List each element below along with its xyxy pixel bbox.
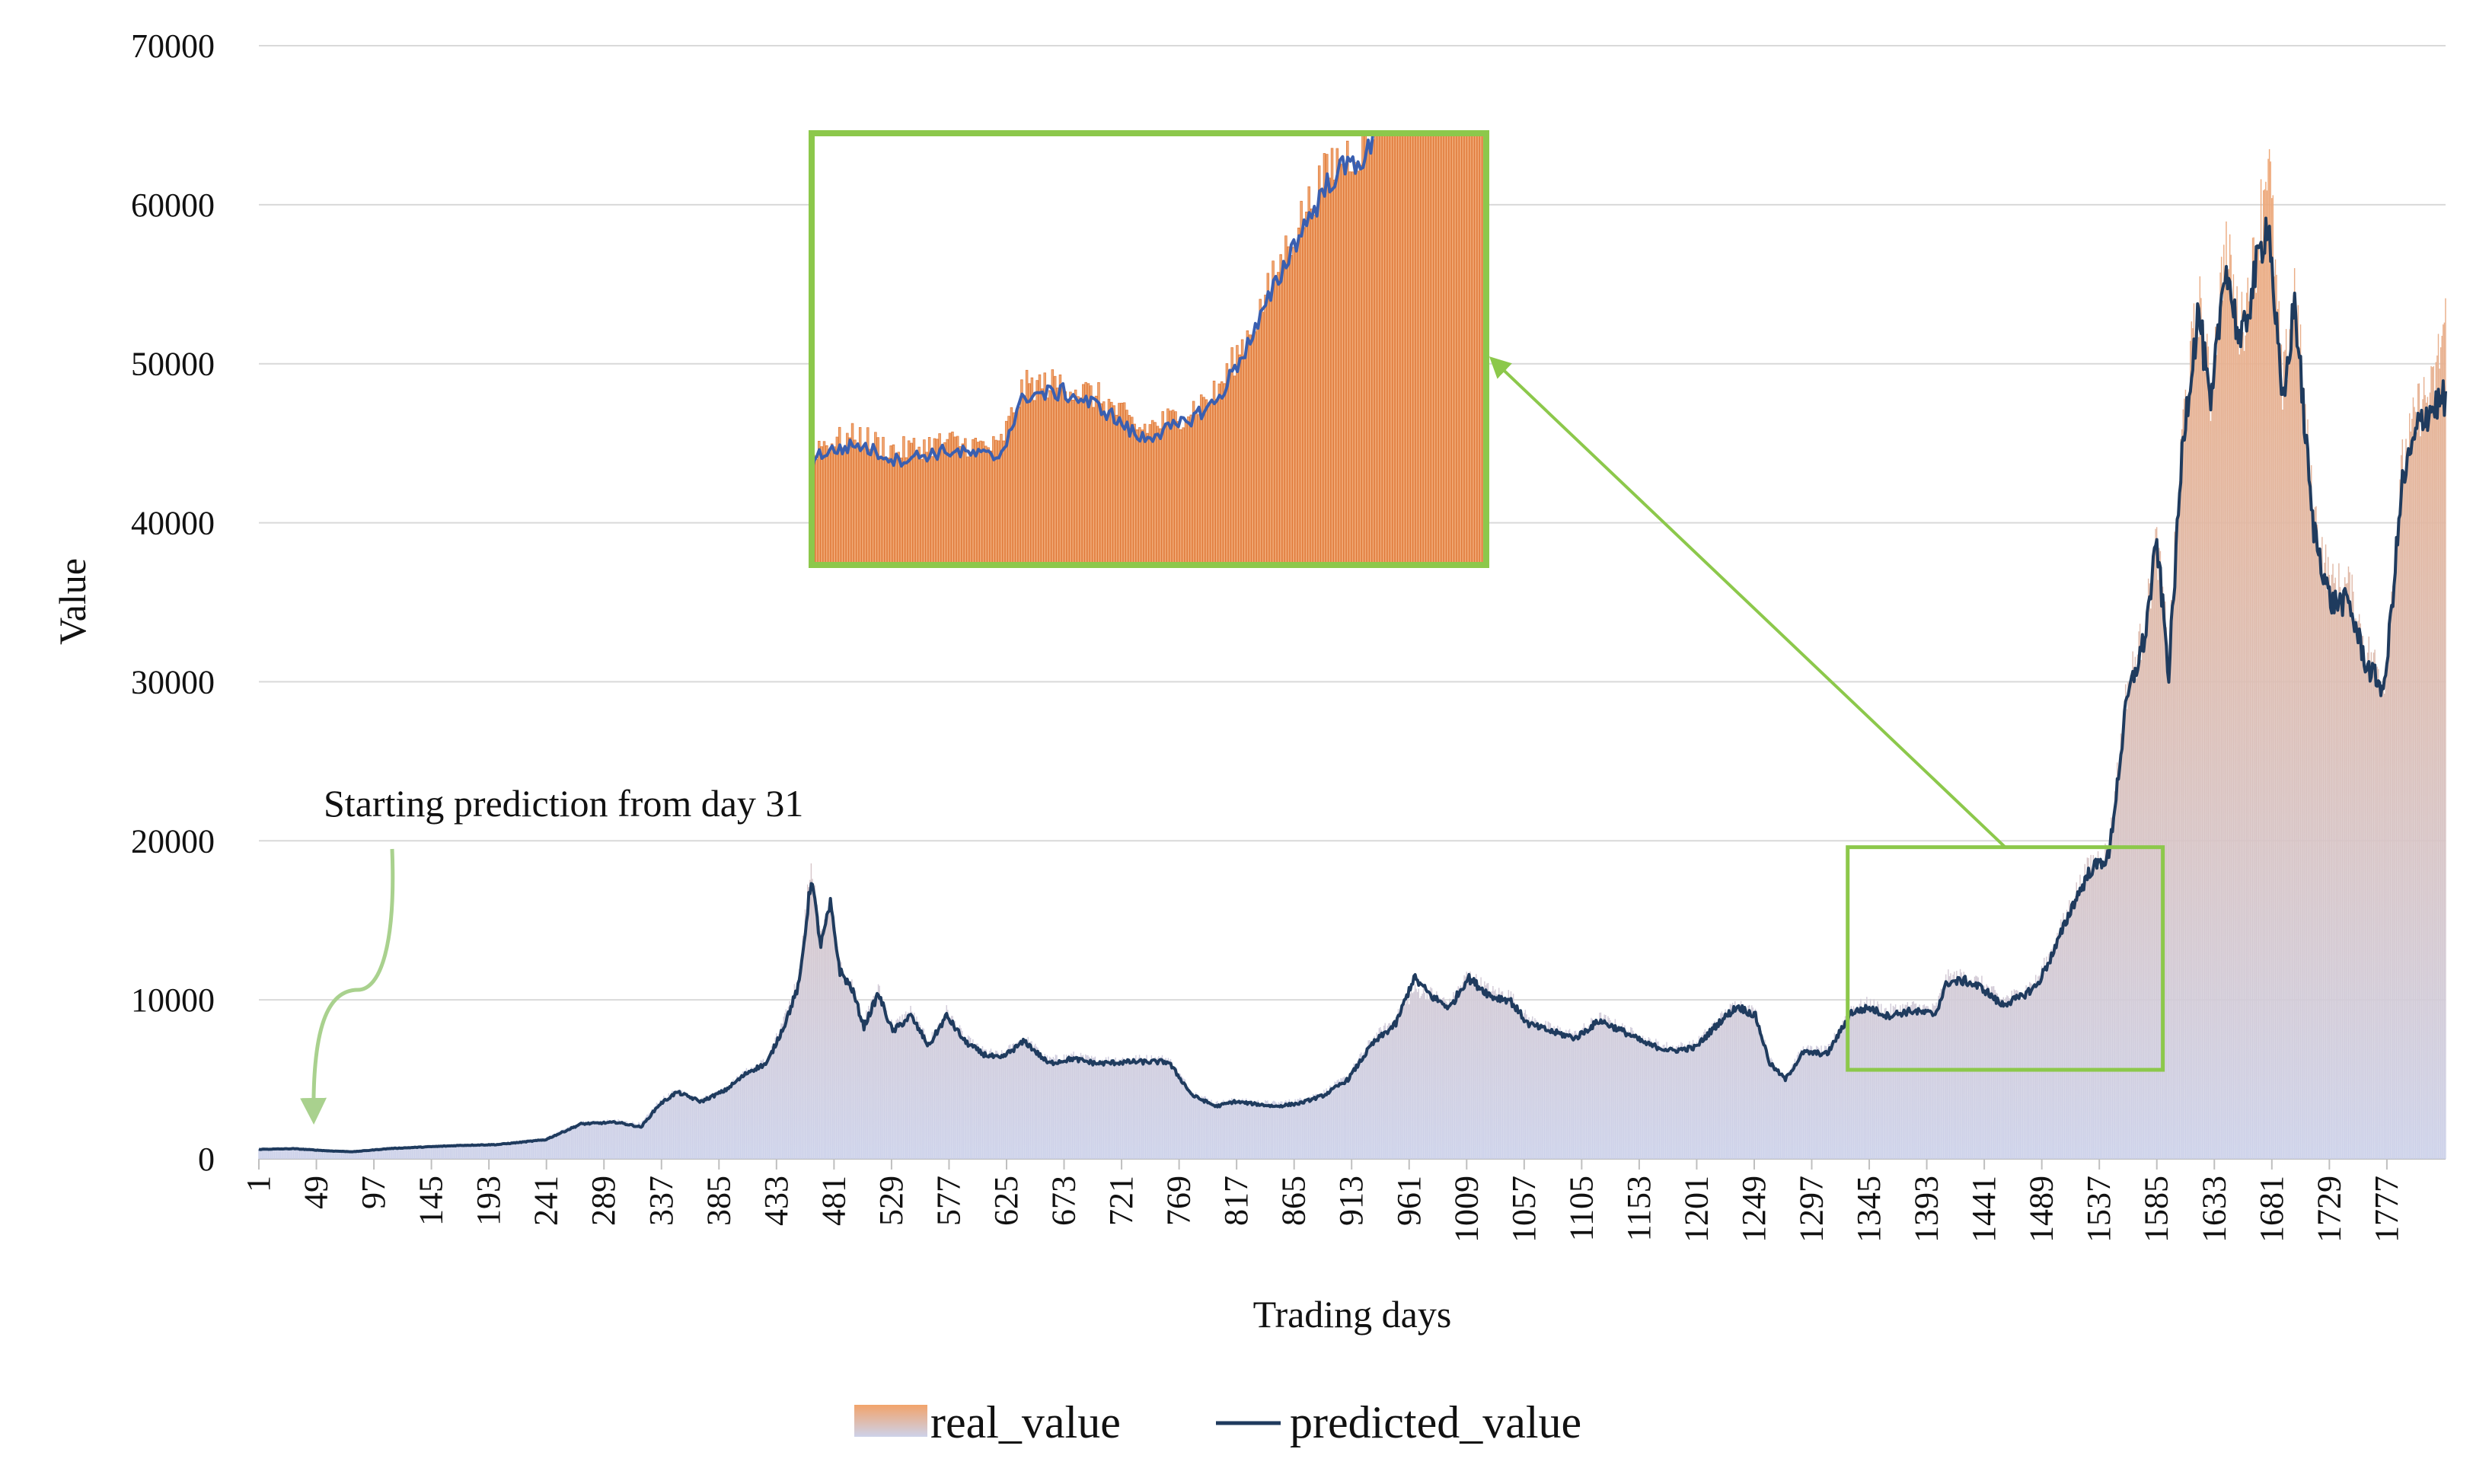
zoom-inset: [809, 130, 1489, 568]
x-tick-label: 1345: [1850, 1176, 1887, 1243]
y-tick-label: 50000: [131, 346, 215, 383]
x-tick-label: 1297: [1793, 1176, 1830, 1243]
legend-real-value-label: real_value: [930, 1397, 1121, 1447]
x-tick-label: 865: [1275, 1176, 1313, 1226]
x-tick-label: 529: [873, 1176, 910, 1226]
x-tick-label: 577: [930, 1176, 967, 1226]
x-tick-label: 241: [528, 1176, 565, 1226]
x-tick-label: 721: [1102, 1176, 1140, 1226]
y-tick-label: 60000: [131, 187, 215, 224]
predicted-value-line-layer: [258, 216, 2447, 1154]
zoom-indicator: [1489, 356, 2165, 1072]
y-tick-label: 0: [198, 1141, 215, 1178]
x-tick-label: 1: [240, 1176, 277, 1192]
x-tick-label: 769: [1160, 1176, 1198, 1226]
y-tick-label: 70000: [131, 27, 215, 65]
x-tick-label: 1201: [1677, 1176, 1715, 1243]
real-value-series: [258, 148, 2446, 1160]
x-tick-label: 49: [298, 1176, 335, 1209]
y-tick-label: 20000: [131, 822, 215, 860]
x-tick-label: 1249: [1735, 1176, 1773, 1243]
x-tick-label: 1729: [2310, 1176, 2347, 1243]
x-tick-label: 1777: [2368, 1176, 2405, 1243]
legend-predicted-value-label: predicted_value: [1290, 1397, 1581, 1447]
x-tick-label: 97: [355, 1176, 392, 1209]
x-tick-label: 385: [700, 1176, 737, 1226]
legend: real_value predicted_value: [854, 1397, 1581, 1447]
zoom-inset-predicted-value-line: [812, 133, 1375, 473]
x-tick-label: 193: [470, 1176, 507, 1226]
x-tick-label: 1057: [1505, 1176, 1543, 1243]
x-tick-label: 1441: [1965, 1176, 2002, 1243]
annotation-arrow: [300, 848, 395, 1125]
x-axis-title: Trading days: [1253, 1293, 1452, 1336]
x-tick-label: 481: [815, 1176, 852, 1226]
y-tick-label: 40000: [131, 505, 215, 542]
x-tick-label: 145: [413, 1176, 450, 1226]
x-tick-label: 1489: [2023, 1176, 2060, 1243]
x-tick-label: 1633: [2195, 1176, 2232, 1243]
x-tick-label: 913: [1332, 1176, 1370, 1226]
predicted-value-line: [258, 216, 2447, 1154]
x-axis-ticks: 1 49 97 145 193 241 289 337 385 433 481 529 577 625 67…: [240, 1159, 2405, 1243]
x-tick-label: 1105: [1562, 1176, 1600, 1241]
annotation-text: Starting prediction from day 31: [324, 782, 803, 825]
x-tick-label: 1537: [2080, 1176, 2117, 1243]
zoom-inset-border: [809, 130, 1489, 568]
y-tick-label: 10000: [131, 981, 215, 1019]
annotation-start: Starting prediction from day 31: [300, 782, 803, 1125]
legend-real-value-swatch: [854, 1405, 927, 1437]
zoom-arrow: [1489, 356, 2007, 849]
x-tick-label: 1009: [1447, 1176, 1485, 1243]
x-tick-label: 817: [1217, 1176, 1255, 1226]
x-tick-label: 625: [988, 1176, 1025, 1226]
x-tick-label: 961: [1390, 1176, 1428, 1226]
y-tick-label: 30000: [131, 663, 215, 701]
x-tick-label: 1585: [2138, 1176, 2175, 1243]
x-tick-label: 289: [585, 1176, 622, 1226]
x-tick-label: 673: [1045, 1176, 1083, 1226]
x-tick-label: 1393: [1908, 1176, 1945, 1243]
y-axis-title: Value: [51, 558, 94, 645]
x-tick-label: 433: [758, 1176, 795, 1226]
x-tick-label: 337: [643, 1176, 680, 1226]
x-tick-label: 1681: [2253, 1176, 2290, 1243]
x-tick-label: 1153: [1620, 1176, 1658, 1241]
y-axis-ticks: 0 10000 20000 30000 40000 50000 60000 70000: [131, 27, 215, 1178]
real-value-bars: [258, 148, 2446, 1160]
